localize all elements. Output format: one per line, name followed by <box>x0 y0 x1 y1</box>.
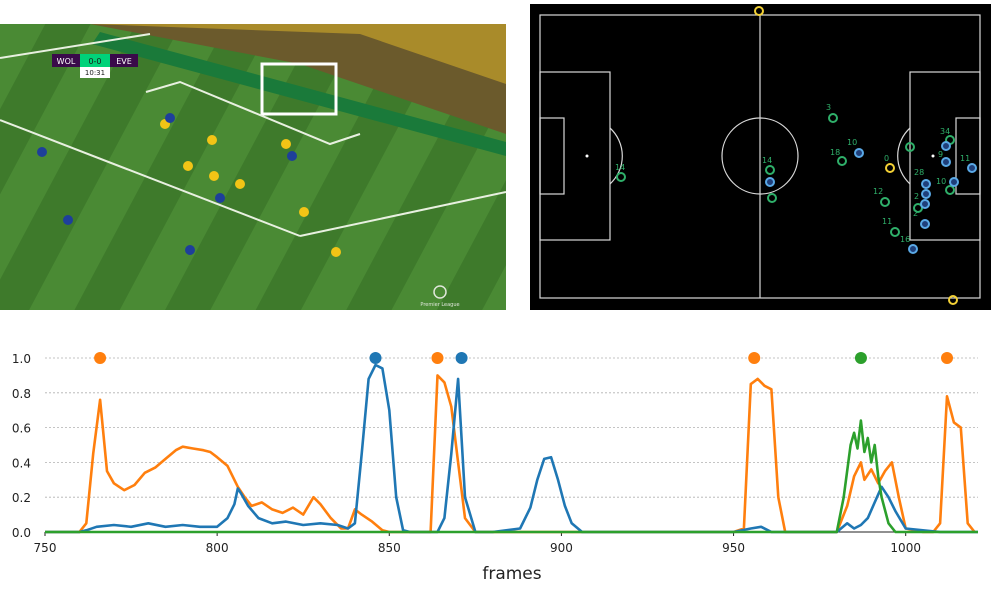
player-number-labels: 3 10 18 0 14 2 34 9 28 11 10 12 2 11 16 … <box>615 103 970 244</box>
player <box>331 247 341 257</box>
player <box>287 151 297 161</box>
goal-line <box>0 33 151 59</box>
player-number: 2 <box>913 209 918 218</box>
x-tick-label: 800 <box>206 541 229 555</box>
away-team: EVE <box>116 57 132 66</box>
player-number: 18 <box>830 148 840 157</box>
event-marker <box>94 352 107 364</box>
ad-board <box>92 32 506 156</box>
series-line-orange <box>45 374 976 534</box>
chart-svg: 0.0 0.2 0.4 0.6 0.8 1.0 750 800 850 900 950 1000 fr… <box>12 352 978 584</box>
broadcast-frame: WOL 0-0 EVE 10:31 Premier League <box>0 24 506 310</box>
player-number: 11 <box>960 154 970 163</box>
player <box>215 193 225 203</box>
player <box>183 161 193 171</box>
svg-text:Premier League: Premier League <box>420 302 459 308</box>
team-b-dots <box>765 141 977 254</box>
player-number: 2 <box>914 192 919 201</box>
series-line-blue <box>45 363 978 534</box>
everton-players <box>37 113 297 255</box>
player-number: 16 <box>900 235 910 244</box>
scoreboard: WOL 0-0 EVE 10:31 <box>52 54 138 78</box>
ball-markers <box>754 6 958 305</box>
player <box>185 245 195 255</box>
player <box>235 179 245 189</box>
tracking-pitch: 3 10 18 0 14 2 34 9 28 11 10 12 2 11 16 … <box>530 4 991 310</box>
penalty-spot <box>585 154 589 158</box>
player <box>165 113 175 123</box>
broadcast-scene: WOL 0-0 EVE 10:31 Premier League <box>0 24 506 310</box>
event-marker <box>431 352 444 364</box>
player <box>209 171 219 181</box>
x-tick-label: 750 <box>34 541 57 555</box>
box-line <box>299 191 506 237</box>
series-line-green <box>45 419 978 534</box>
pitch-svg: 3 10 18 0 14 2 34 9 28 11 10 12 2 11 16 … <box>539 6 981 305</box>
y-tick-label: 0.8 <box>12 387 31 401</box>
x-tick-label: 850 <box>378 541 401 555</box>
x-tick-label: 950 <box>722 541 745 555</box>
player <box>37 147 47 157</box>
player <box>299 207 309 217</box>
touchline <box>0 119 301 237</box>
x-axis-label: frames <box>482 564 541 584</box>
y-tick-label: 0.0 <box>12 526 31 540</box>
player-number: 34 <box>940 127 950 136</box>
x-tick-label: 900 <box>550 541 573 555</box>
series-lines <box>45 363 978 534</box>
wolves-players <box>160 119 341 257</box>
player-number: 12 <box>873 187 883 196</box>
event-markers <box>94 352 954 364</box>
player <box>207 135 217 145</box>
y-tick-label: 0.4 <box>12 456 31 470</box>
event-marker <box>369 352 382 364</box>
match-clock: 10:31 <box>85 69 105 77</box>
pitch-lines <box>539 14 981 299</box>
player-number: 28 <box>914 168 924 177</box>
goal-frame <box>260 62 338 116</box>
premier-league-logo: Premier League <box>420 285 460 308</box>
x-tick-label: 1000 <box>890 541 921 555</box>
player-number: 10 <box>847 138 857 147</box>
player-number: 9 <box>938 150 943 159</box>
player-number: 10 <box>936 177 946 186</box>
score: 0-0 <box>88 57 101 66</box>
player-number: 3 <box>826 103 831 112</box>
home-team: WOL <box>57 57 76 66</box>
event-marker <box>748 352 761 364</box>
player-number: 0 <box>884 154 889 163</box>
event-marker <box>941 352 954 364</box>
crowd-stand <box>90 24 506 134</box>
player <box>63 215 73 225</box>
crowd-upper <box>90 24 506 84</box>
player <box>281 139 291 149</box>
y-tick-label: 0.2 <box>12 491 31 505</box>
probability-chart: 0.0 0.2 0.4 0.6 0.8 1.0 750 800 850 900 950 1000 fr… <box>0 338 1000 598</box>
player-number: 14 <box>762 156 772 165</box>
y-tick-label: 0.6 <box>12 422 31 436</box>
y-tick-label: 1.0 <box>12 352 31 366</box>
grid <box>45 357 978 498</box>
team-a-dots <box>616 113 955 237</box>
player-number: 11 <box>882 217 892 226</box>
event-marker <box>854 352 867 364</box>
six-yard-line <box>145 80 361 146</box>
event-marker <box>455 352 468 364</box>
penalty-spot <box>931 154 935 158</box>
player-number: 14 <box>615 163 625 172</box>
